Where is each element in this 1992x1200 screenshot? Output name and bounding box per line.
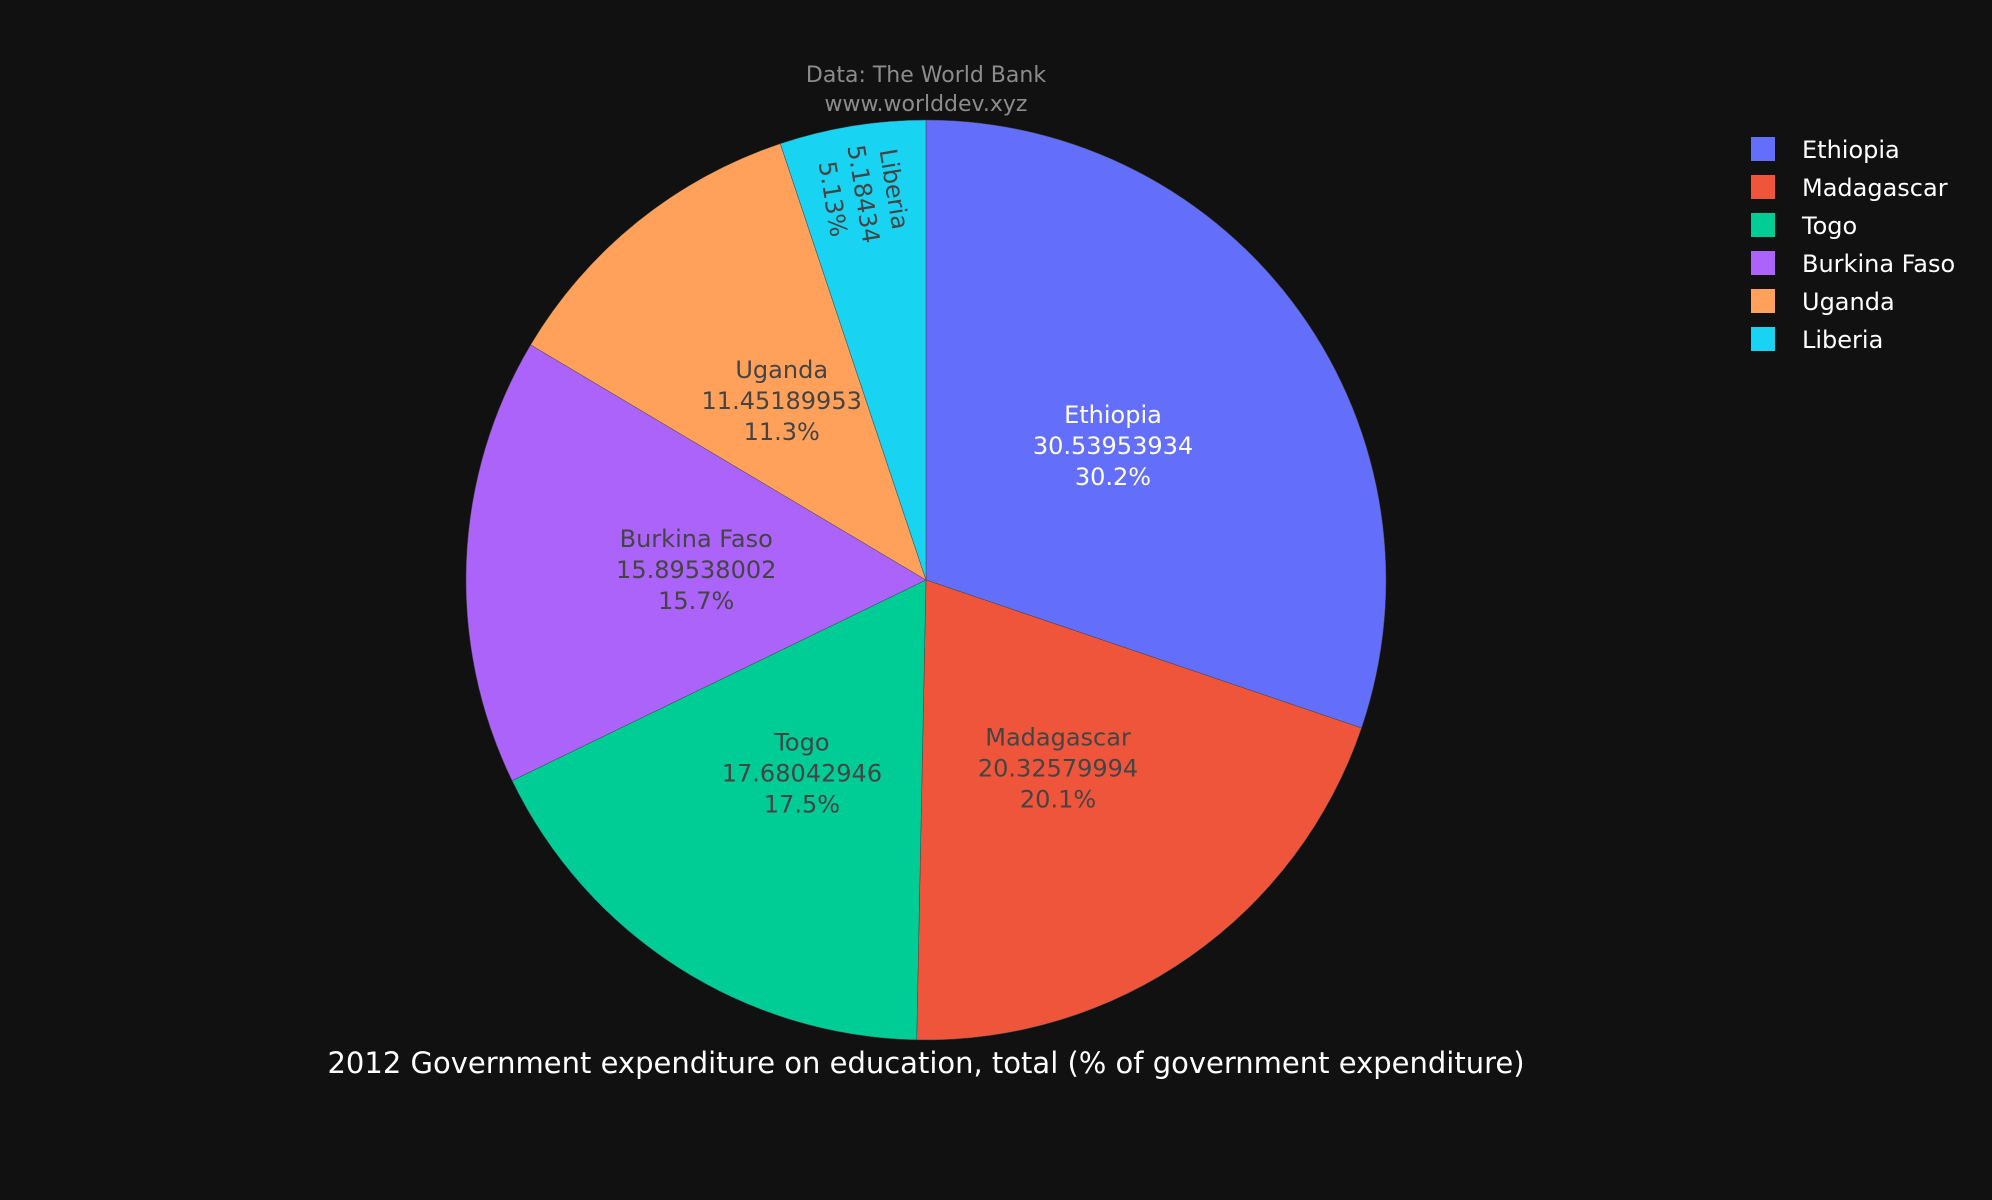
legend-label-togo: Togo xyxy=(1801,212,1857,240)
slice-label-burkina-faso: Burkina Faso 15.89538002 15.7% xyxy=(616,525,776,615)
legend-swatch-burkina-faso xyxy=(1751,251,1775,275)
slice-value-uganda: 11.45189953 xyxy=(702,387,862,415)
slice-label-ethiopia: Ethiopia 30.53953934 30.2% xyxy=(1033,401,1193,491)
legend-item-uganda[interactable]: Uganda xyxy=(1751,288,1895,316)
pie-slice-uganda[interactable] xyxy=(530,143,927,581)
slice-value-madagascar: 20.32579994 xyxy=(978,754,1138,782)
slice-value-ethiopia: 30.53953934 xyxy=(1033,432,1193,460)
legend-swatch-ethiopia xyxy=(1751,137,1775,161)
legend-swatch-madagascar xyxy=(1751,175,1775,199)
slice-label-madagascar: Madagascar 20.32579994 20.1% xyxy=(978,723,1138,813)
legend-item-madagascar[interactable]: Madagascar xyxy=(1751,174,1948,202)
legend-label-uganda: Uganda xyxy=(1802,288,1895,316)
slice-value-togo: 17.68042946 xyxy=(722,760,882,788)
legend-label-liberia: Liberia xyxy=(1802,326,1883,354)
slice-name-togo: Togo xyxy=(773,729,829,757)
slice-percent-uganda: 11.3% xyxy=(744,418,820,446)
slice-label-togo: Togo 17.68042946 17.5% xyxy=(722,729,882,819)
pie-slice-togo[interactable] xyxy=(511,579,927,1041)
slice-label-uganda: Uganda 11.45189953 11.3% xyxy=(702,356,862,446)
pie-slice-liberia[interactable] xyxy=(779,119,927,581)
slice-name-burkina-faso: Burkina Faso xyxy=(620,525,773,553)
slice-percent-madagascar: 20.1% xyxy=(1020,785,1096,813)
slice-percent-burkina-faso: 15.7% xyxy=(658,587,734,615)
slice-name-ethiopia: Ethiopia xyxy=(1064,401,1162,429)
source-line-2: www.worlddev.xyz xyxy=(825,92,1028,117)
slice-percent-ethiopia: 30.2% xyxy=(1075,463,1151,491)
legend-swatch-uganda xyxy=(1751,289,1775,313)
legend-item-togo[interactable]: Togo xyxy=(1751,212,1857,240)
slice-value-burkina-faso: 15.89538002 xyxy=(616,556,776,584)
legend-label-ethiopia: Ethiopia xyxy=(1802,136,1900,164)
legend-label-madagascar: Madagascar xyxy=(1802,174,1948,202)
legend-label-burkina-faso: Burkina Faso xyxy=(1802,250,1955,278)
pie-slices xyxy=(465,119,1387,1041)
legend-swatch-liberia xyxy=(1751,327,1775,351)
pie-slice-madagascar[interactable] xyxy=(916,579,1362,1041)
legend-item-burkina-faso[interactable]: Burkina Faso xyxy=(1751,250,1955,278)
slice-name-uganda: Uganda xyxy=(735,356,828,384)
slice-percent-togo: 17.5% xyxy=(764,791,840,819)
pie-slice-ethiopia[interactable] xyxy=(925,119,1387,729)
slice-name-madagascar: Madagascar xyxy=(985,723,1131,751)
legend-item-ethiopia[interactable]: Ethiopia xyxy=(1751,136,1900,164)
chart-title: 2012 Government expenditure on education… xyxy=(327,1046,1524,1080)
legend-item-liberia[interactable]: Liberia xyxy=(1751,326,1883,354)
source-line-1: Data: The World Bank xyxy=(806,63,1046,88)
pie-slice-burkina-faso[interactable] xyxy=(465,344,927,782)
legend: Ethiopia Madagascar Togo Burkina Faso Uganda… xyxy=(1751,136,1955,354)
legend-swatch-togo xyxy=(1751,213,1775,237)
